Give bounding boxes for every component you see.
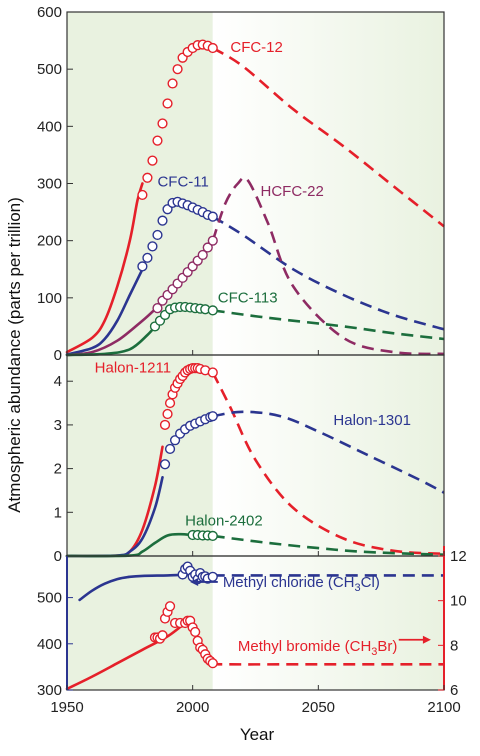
- chart-labels: CFC-12 CFC-11 HCFC-22 CFC-113 Halon-1211 Halo…: [95, 39, 431, 658]
- panel2-methyl-bromide-ch3br--point-3: [157, 630, 168, 641]
- panel2-left-ytick-label-1: 400: [37, 636, 62, 653]
- panel2-methyl-bromide-ch3br--point-13: [190, 626, 201, 638]
- panel1-halon-1301-point-0: [159, 459, 171, 470]
- panel0-ytick-label-0: 0: [54, 347, 62, 364]
- xtick-label-3: 2100: [427, 699, 460, 716]
- panel0-cfc-11-point-0: [137, 261, 148, 272]
- panel0-cfc-12-point-14: [207, 42, 218, 54]
- panel0-cfc-11-point-1: [142, 252, 153, 263]
- panel0-hcfc-22-point-9: [197, 249, 208, 261]
- panel0-hcfc-22-point-11: [207, 235, 218, 246]
- panel2-right-ytick-label-0: 6: [450, 682, 458, 699]
- panel2-left-ytick-label-2: 500: [37, 590, 62, 607]
- panel2-right-ytick-label-3: 12: [450, 548, 467, 565]
- panel0-series-label-0: CFC-12: [230, 39, 283, 56]
- panel2-series-label-0: Methyl chloride (CH3Cl): [223, 574, 380, 594]
- panel1-series-label-2: Halon-2402: [185, 512, 263, 529]
- chart-ticks: 0100200300400500600012343004005006810121…: [37, 4, 467, 716]
- panel0-hcfc-22-point-10: [202, 242, 213, 253]
- chart-background: [67, 12, 444, 690]
- panel1-halon-1301-projection-line: [212, 410, 445, 494]
- panel0-cfc-113-projection-line: [212, 309, 445, 341]
- panel1-ytick-label-2: 2: [54, 461, 62, 478]
- panel1-halon-1211-point-16: [207, 367, 218, 378]
- xtick-label-1: 2000: [176, 699, 209, 716]
- panel0-cfc-11-history-line: [65, 268, 144, 356]
- panel0-cfc-12-projection-line: [212, 46, 445, 228]
- panel1-ytick-label-4: 4: [54, 373, 62, 390]
- panel0-ytick-label-4: 400: [37, 118, 62, 135]
- panel1-ytick-label-1: 1: [54, 504, 62, 521]
- panel1-halon-1211-point-1: [162, 408, 173, 420]
- x-axis-label: Year: [240, 725, 275, 744]
- methyl-chloride-arrow-head: [190, 577, 199, 586]
- panel0-cfc-12-point-2: [147, 155, 158, 166]
- panel0-ytick-label-2: 200: [37, 233, 62, 250]
- xtick-label-0: 1950: [50, 699, 83, 716]
- panel2-methyl-chloride-ch3cl--history-line: [78, 573, 189, 602]
- panel1-halon-1301-point-1: [164, 443, 176, 455]
- panel0-cfc-11-projection-line: [212, 215, 445, 331]
- panel0-cfc-12-point-0: [137, 189, 148, 201]
- panel0-cfc-12-history-line: [65, 182, 144, 354]
- panel2-methyl-bromide-ch3br--point-20: [207, 658, 218, 669]
- panel0-cfc-11-point-14: [207, 211, 218, 222]
- panel1-halon-1301-point-10: [207, 411, 218, 422]
- panel0-cfc-113-point-11: [207, 305, 218, 316]
- panel0-series-label-3: CFC-113: [218, 289, 278, 306]
- panel2-right-ytick-label-2: 10: [450, 593, 467, 610]
- panel0-cfc-11-point-4: [157, 215, 168, 226]
- panel0-ytick-label-6: 600: [37, 4, 62, 21]
- panel0-cfc-12-point-7: [172, 64, 183, 75]
- y-axis-label: Atmospheric abundance (parts per trillio…: [5, 197, 24, 513]
- panel0-cfc-12-point-3: [152, 135, 163, 146]
- panel0-ytick-label-5: 500: [37, 61, 62, 78]
- panel0-ytick-label-1: 100: [37, 290, 62, 307]
- panel2-series-label-1: Methyl bromide (CH3Br): [238, 638, 398, 658]
- panel1-ytick-label-3: 3: [54, 417, 62, 434]
- panel1-series-label-0: Halon-1211: [95, 359, 171, 376]
- panel2-methyl-bromide-ch3br--history-line: [65, 621, 187, 691]
- panel2-left-ytick-label-0: 300: [37, 682, 62, 699]
- panel1-halon-2402-point-4: [207, 530, 218, 542]
- panel0-cfc-12-point-6: [167, 78, 178, 89]
- panel0-cfc-11-point-2: [147, 241, 158, 252]
- panel0-cfc-12-point-5: [162, 98, 173, 109]
- xtick-label-2: 2050: [302, 699, 335, 716]
- panel2-right-ytick-label-1: 8: [450, 637, 458, 654]
- panel0-cfc-12-point-4: [157, 118, 168, 129]
- panel2-methyl-bromide-ch3br--point-6: [164, 601, 176, 612]
- panel0-series-label-1: CFC-11: [157, 173, 208, 190]
- panel1-halon-1211-projection-line: [211, 371, 445, 556]
- history-shade-0: [67, 12, 213, 355]
- panel0-ytick-label-3: 300: [37, 176, 62, 193]
- projection-shade-2: [212, 556, 444, 690]
- methyl-bromide-arrow-head: [422, 635, 431, 644]
- panel1-halon-1211-point-0: [159, 419, 171, 431]
- panel0-hcfc-22-point-0: [152, 303, 163, 314]
- history-shade-1: [67, 355, 213, 556]
- panel1-halon-2402-projection-line: [212, 534, 445, 556]
- projection-shade-1: [212, 355, 444, 556]
- panel1-halon-1211-point-2: [164, 397, 176, 409]
- panel0-series-label-2: HCFC-22: [261, 183, 324, 200]
- panel0-cfc-11-point-3: [152, 229, 163, 241]
- panel0-cfc-12-point-1: [142, 172, 153, 183]
- panel1-series-label-1: Halon-1301: [333, 412, 411, 429]
- panel0-hcfc-22-projection-line: [211, 176, 445, 356]
- panel2-methyl-chloride-ch3cl--point-11: [207, 571, 218, 582]
- panel1-halon-1301-point-2: [169, 435, 181, 446]
- panel1-ytick-label-0: 0: [54, 548, 62, 565]
